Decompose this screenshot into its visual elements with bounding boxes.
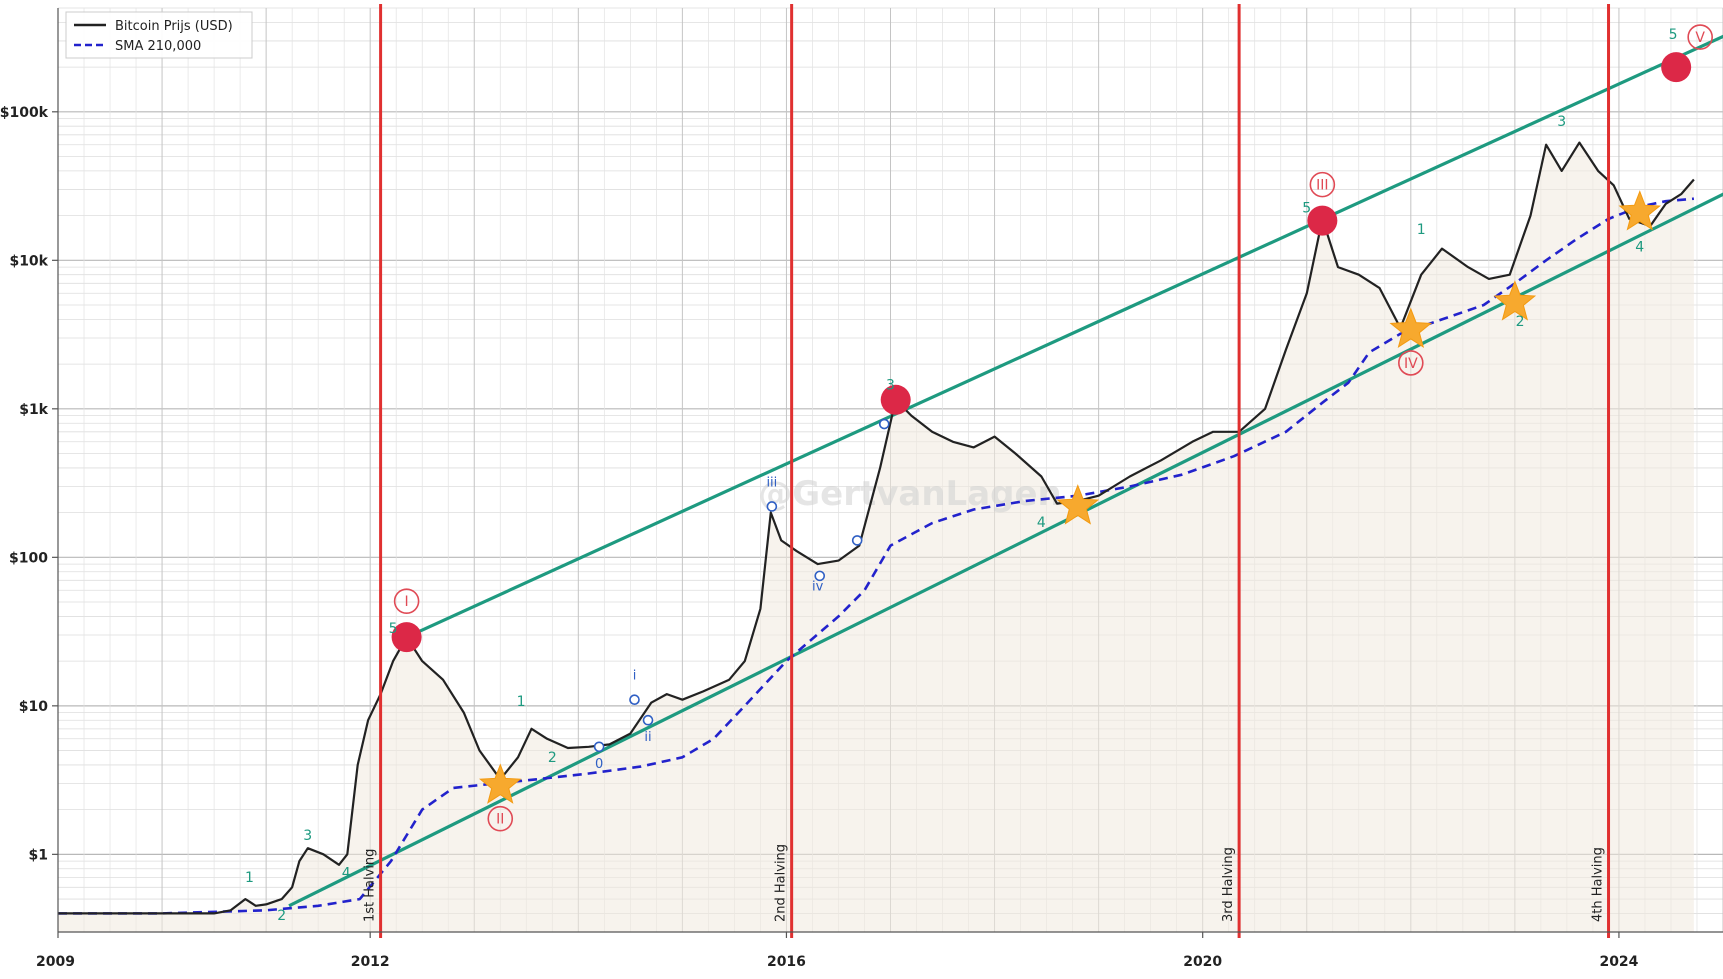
halving-label: 2nd Halving bbox=[774, 844, 789, 922]
top-marker bbox=[1661, 52, 1692, 83]
subwave-label: iii bbox=[766, 475, 777, 490]
legend-entry: Bitcoin Prijs (USD) bbox=[115, 19, 233, 34]
wave-number-label: 2 bbox=[277, 908, 286, 924]
wave-number-label: 5 bbox=[1669, 27, 1678, 43]
subwave-point bbox=[593, 741, 605, 753]
subwave-label: 0 bbox=[595, 757, 603, 772]
wave-circle-outline bbox=[393, 588, 420, 614]
wave-number-label: 4 bbox=[1037, 515, 1046, 531]
star-marker bbox=[1389, 307, 1433, 349]
channel-lower-line bbox=[288, 192, 1723, 908]
wave-number-label: 3 bbox=[303, 828, 312, 844]
halving-label: 4th Halving bbox=[1591, 847, 1606, 922]
halving-label: 1st Halving bbox=[363, 849, 378, 922]
subwave-point bbox=[878, 418, 890, 430]
wave-number-label: 2 bbox=[548, 750, 557, 766]
y-tick-label: $10 bbox=[19, 699, 48, 715]
y-tick-label: $1k bbox=[19, 402, 48, 418]
subwave-point bbox=[629, 694, 640, 705]
y-tick-label: $10k bbox=[9, 253, 48, 269]
wave-circle-outline bbox=[1309, 171, 1336, 198]
wave-number-label: 5 bbox=[389, 621, 398, 637]
top-marker bbox=[1307, 205, 1338, 236]
subwave-point bbox=[814, 570, 826, 582]
halving-lines: 1st Halving 2nd Halving 3rd Halving 4th Hal… bbox=[363, 4, 1611, 938]
x-tick-label: 2024 bbox=[1599, 954, 1638, 970]
watermark-group: @GertvanLagen bbox=[758, 474, 1062, 514]
wave-circle-label: III bbox=[1316, 178, 1328, 194]
x-tick-label: 2012 bbox=[351, 954, 390, 970]
halving-label: 3rd Halving bbox=[1221, 847, 1236, 922]
legend: Bitcoin Prijs (USD) SMA 210,000 bbox=[65, 11, 253, 59]
channel-upper-line bbox=[405, 34, 1723, 639]
wave-number-label: 2 bbox=[1516, 314, 1525, 330]
trend-channel bbox=[288, 34, 1723, 908]
wave-circle-outline bbox=[487, 805, 514, 832]
star-marker bbox=[1618, 190, 1662, 231]
wave-number-label: 3 bbox=[886, 377, 895, 393]
wave-circle-outline bbox=[1398, 350, 1424, 376]
wave-number-label: 4 bbox=[1635, 239, 1644, 255]
subwave-point bbox=[766, 501, 778, 512]
x-tick-label: 2009 bbox=[36, 954, 75, 970]
sma-line bbox=[58, 197, 1695, 915]
wave-markers bbox=[391, 52, 1692, 804]
wave-number-label: 1 bbox=[245, 870, 254, 886]
x-tick-label: 2016 bbox=[767, 954, 806, 970]
wave-circle-outline bbox=[1687, 24, 1713, 50]
price-area bbox=[58, 142, 1694, 933]
subwave-label: i bbox=[633, 669, 637, 684]
wave-number-label: 1 bbox=[517, 694, 526, 710]
wave-circle-label: I bbox=[405, 594, 409, 610]
star-marker bbox=[478, 763, 522, 804]
subwave-label: ii bbox=[644, 730, 651, 745]
subwave-point bbox=[851, 535, 863, 546]
wave-number-label: 4 bbox=[342, 865, 351, 881]
legend-entry: SMA 210,000 bbox=[115, 39, 201, 54]
top-marker bbox=[880, 384, 911, 415]
y-tick-label: $100 bbox=[9, 550, 48, 566]
wave-circle-label: V bbox=[1695, 30, 1705, 46]
y-tick-label: $1 bbox=[29, 847, 48, 863]
star-marker bbox=[1493, 280, 1537, 321]
wave-circle-label: IV bbox=[1404, 356, 1418, 372]
subwave-point bbox=[642, 714, 654, 726]
price-area-fill bbox=[58, 142, 1694, 933]
star-marker bbox=[1056, 484, 1100, 525]
series bbox=[58, 141, 1695, 915]
wave-number-label: 1 bbox=[1417, 222, 1426, 238]
y-tick-label: $100k bbox=[0, 105, 49, 121]
price-line bbox=[58, 141, 1695, 915]
legend-box bbox=[65, 11, 253, 59]
wave-number-label: 5 bbox=[1302, 200, 1311, 216]
subwave-label: iv bbox=[812, 579, 824, 594]
watermark: @GertvanLagen bbox=[758, 474, 1062, 514]
top-marker bbox=[391, 622, 422, 653]
wave-circle-label: II bbox=[496, 812, 504, 828]
x-tick-label: 2020 bbox=[1183, 954, 1222, 970]
wave-number-label: 3 bbox=[1557, 114, 1566, 130]
